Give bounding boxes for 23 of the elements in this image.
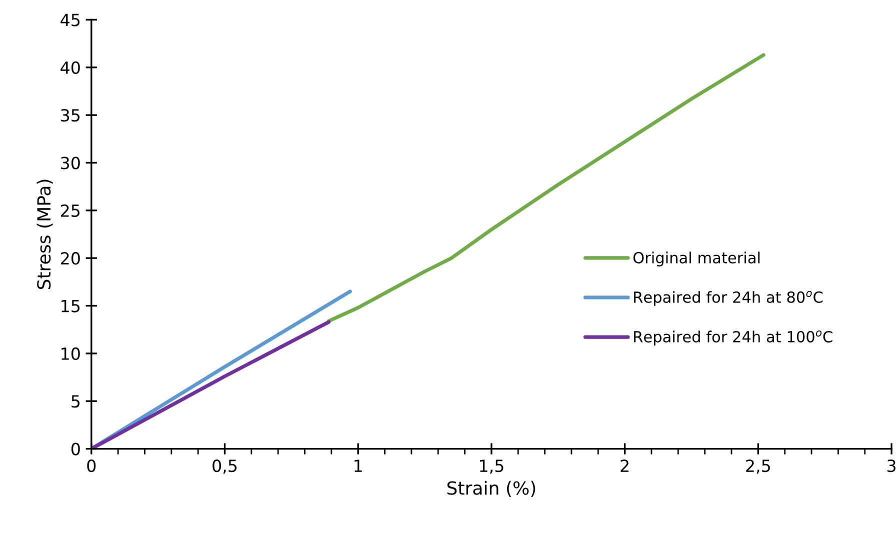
x-tick-label: 0: [87, 459, 96, 472]
y-tick-label: 30: [61, 156, 80, 170]
x-tick-label: 2,5: [746, 459, 770, 474]
y-tick-label: 25: [60, 204, 80, 217]
legend-label: Repaired for 24h at 80$^{o}$C: [634, 290, 823, 306]
x-tick-label: 1: [354, 460, 362, 472]
y-tick-label: 35: [61, 109, 80, 122]
line-series: [326, 53, 766, 323]
y-tick-label: 45: [60, 14, 80, 26]
y-tick-label: 20: [60, 252, 80, 265]
x-axis-title: Strain (%): [447, 480, 536, 497]
y-tick-label: 15: [62, 300, 80, 312]
x-tick-label: 1,5: [480, 460, 504, 474]
y-axis-title: Stress (MPa): [36, 180, 53, 290]
x-tick-label: 0,5: [212, 459, 237, 474]
y-tick-label: 5: [72, 395, 80, 408]
x-tick-label: 3: [887, 459, 896, 472]
y-tick-label: 10: [62, 347, 80, 360]
legend-label: Repaired for 24h at 100$^{o}$C: [634, 330, 832, 346]
legend-label: Original material: [633, 252, 760, 266]
y-tick-label: 0: [71, 442, 80, 456]
x-tick-label: 2: [620, 459, 628, 472]
y-tick-label: 40: [60, 61, 80, 74]
